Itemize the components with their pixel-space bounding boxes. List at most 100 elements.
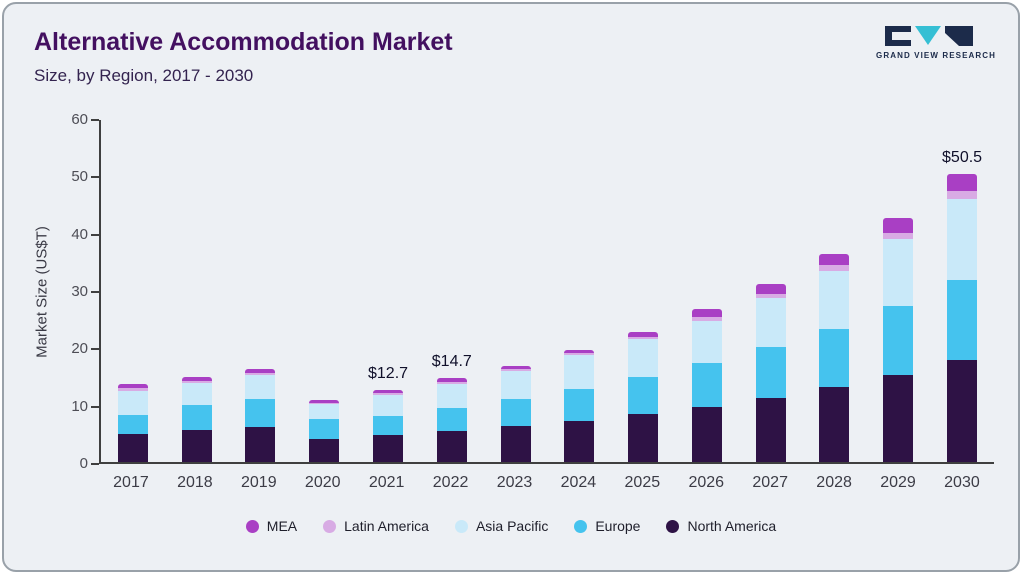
y-tick-mark xyxy=(91,291,99,293)
bar-segment-north-america xyxy=(245,427,276,462)
page-subtitle: Size, by Region, 2017 - 2030 xyxy=(34,66,254,85)
bar-segment-latin-america xyxy=(564,353,595,356)
x-axis: 2017 2018 2019 2020 2021 2022 2023 2024 2025 2026… xyxy=(99,474,994,492)
y-tick-mark xyxy=(91,233,99,236)
stacked-bar-2017 xyxy=(117,120,148,462)
legend-label: Latin America xyxy=(344,518,429,534)
bar-segment-latin-america xyxy=(500,369,531,372)
y-tick-mark xyxy=(91,176,99,179)
legend-dot xyxy=(454,519,468,533)
bar-segment-asia-pacific xyxy=(755,298,786,348)
bar-segment-europe xyxy=(628,377,659,415)
bar-segment-mea xyxy=(436,378,467,382)
bar-segment-asia-pacific xyxy=(181,383,212,406)
bar-segment-mea xyxy=(819,254,850,266)
bar-segment-asia-pacific xyxy=(117,390,148,416)
bar-segment-north-america xyxy=(628,414,659,462)
bar-segment-europe xyxy=(436,407,467,432)
stacked-bar-2023 xyxy=(500,120,531,462)
y-tick-label: 0 xyxy=(79,455,88,472)
bar-segment-europe xyxy=(883,306,914,375)
bar-segment-europe xyxy=(245,399,276,428)
legend-dot xyxy=(323,519,337,533)
bar-segment-asia-pacific xyxy=(883,239,914,307)
stacked-bar-2029 xyxy=(883,120,914,462)
bar-segment-north-america xyxy=(883,374,914,462)
bar-segment-mea xyxy=(245,369,276,373)
bar-segment-asia-pacific xyxy=(628,339,659,378)
bar-segment-mea xyxy=(500,365,531,370)
value-annotation: $50.5 xyxy=(942,149,983,167)
x-axis-label: 2025 xyxy=(624,474,661,491)
bar-segment-latin-america xyxy=(117,387,148,391)
y-tick-mark xyxy=(91,463,99,465)
x-axis-label: 2018 xyxy=(177,474,213,491)
bar-segment-latin-america xyxy=(309,402,340,405)
bar-segment-europe xyxy=(819,328,850,388)
stacked-bar-2019 xyxy=(245,120,276,462)
bar-segment-latin-america xyxy=(245,372,276,375)
x-axis-label: 2023 xyxy=(496,474,533,491)
bar-segment-europe xyxy=(947,279,978,360)
legend-label: North America xyxy=(687,518,777,534)
x-axis-label: 2022 xyxy=(432,474,469,491)
y-tick-mark xyxy=(91,405,99,408)
value-annotation: $14.7 xyxy=(431,353,472,371)
stacked-bar-2026 xyxy=(691,120,722,462)
y-tick-mark xyxy=(91,119,99,121)
x-axis-label: 2020 xyxy=(304,474,341,491)
legend-label: MEA xyxy=(266,518,298,534)
legend-item-asia-pacific: Asia Pacific xyxy=(454,518,548,534)
y-tick-label: 10 xyxy=(71,397,88,415)
bar-segment-latin-america xyxy=(691,316,722,321)
bar-segment-mea xyxy=(373,389,404,394)
y-tick-label: 60 xyxy=(71,111,88,128)
bar-segment-north-america xyxy=(309,439,340,462)
y-tick-label: 40 xyxy=(71,225,88,243)
bar-segment-asia-pacific xyxy=(500,371,531,399)
bar-segment-mea xyxy=(883,218,914,233)
stacked-bar-2018 xyxy=(181,120,212,462)
bar-segment-asia-pacific xyxy=(245,374,276,400)
bar-segment-europe xyxy=(755,347,786,399)
stacked-bar-2021: $12.7 xyxy=(368,120,408,462)
stacked-bar-2028 xyxy=(819,120,850,462)
legend-item-mea: MEA xyxy=(245,518,298,534)
bar-segment-north-america xyxy=(564,420,595,462)
bar-segment-latin-america xyxy=(181,380,212,384)
bar-segment-asia-pacific xyxy=(691,320,722,364)
brand-name: GRAND VIEW RESEARCH xyxy=(876,51,997,60)
bar-segment-asia-pacific xyxy=(436,383,467,408)
x-axis-label: 2029 xyxy=(880,474,916,491)
bar-segment-mea xyxy=(947,174,978,191)
y-tick-label: 20 xyxy=(71,340,88,358)
bar-segment-europe xyxy=(373,415,404,436)
bar-segment-north-america xyxy=(500,426,531,462)
bar-segment-asia-pacific xyxy=(947,198,978,280)
bar-segment-north-america xyxy=(181,430,212,462)
bar-segment-mea xyxy=(181,376,212,381)
bar-segment-asia-pacific xyxy=(564,355,595,390)
bar-segment-asia-pacific xyxy=(373,395,404,416)
x-axis-label: 2030 xyxy=(944,474,980,491)
page-title: Alternative Accommodation Market xyxy=(34,28,453,56)
stacked-bar-2022: $14.7 xyxy=(432,120,472,462)
legend-dot xyxy=(574,519,588,533)
bar-segment-europe xyxy=(309,419,340,440)
bar-segment-north-america xyxy=(755,398,786,462)
legend-item-north-america: North America xyxy=(666,518,776,534)
x-axis-label: 2021 xyxy=(368,474,405,491)
value-annotation: $12.7 xyxy=(367,364,409,382)
bar-segment-asia-pacific xyxy=(309,404,340,420)
plot-area: $12.7 $14.7 $50.5 xyxy=(99,120,994,464)
bar-segment-latin-america xyxy=(373,393,404,396)
bar-segment-latin-america xyxy=(883,232,914,240)
legend: MEA Latin America Asia Pacific Europe North … xyxy=(4,518,1018,534)
bar-segment-latin-america xyxy=(628,336,659,340)
stacked-bar-2027 xyxy=(755,120,786,462)
legend-label: Europe xyxy=(595,518,641,534)
bar-segment-latin-america xyxy=(436,381,467,384)
bar-segment-mea xyxy=(564,349,595,354)
bar-segment-mea xyxy=(117,383,148,388)
